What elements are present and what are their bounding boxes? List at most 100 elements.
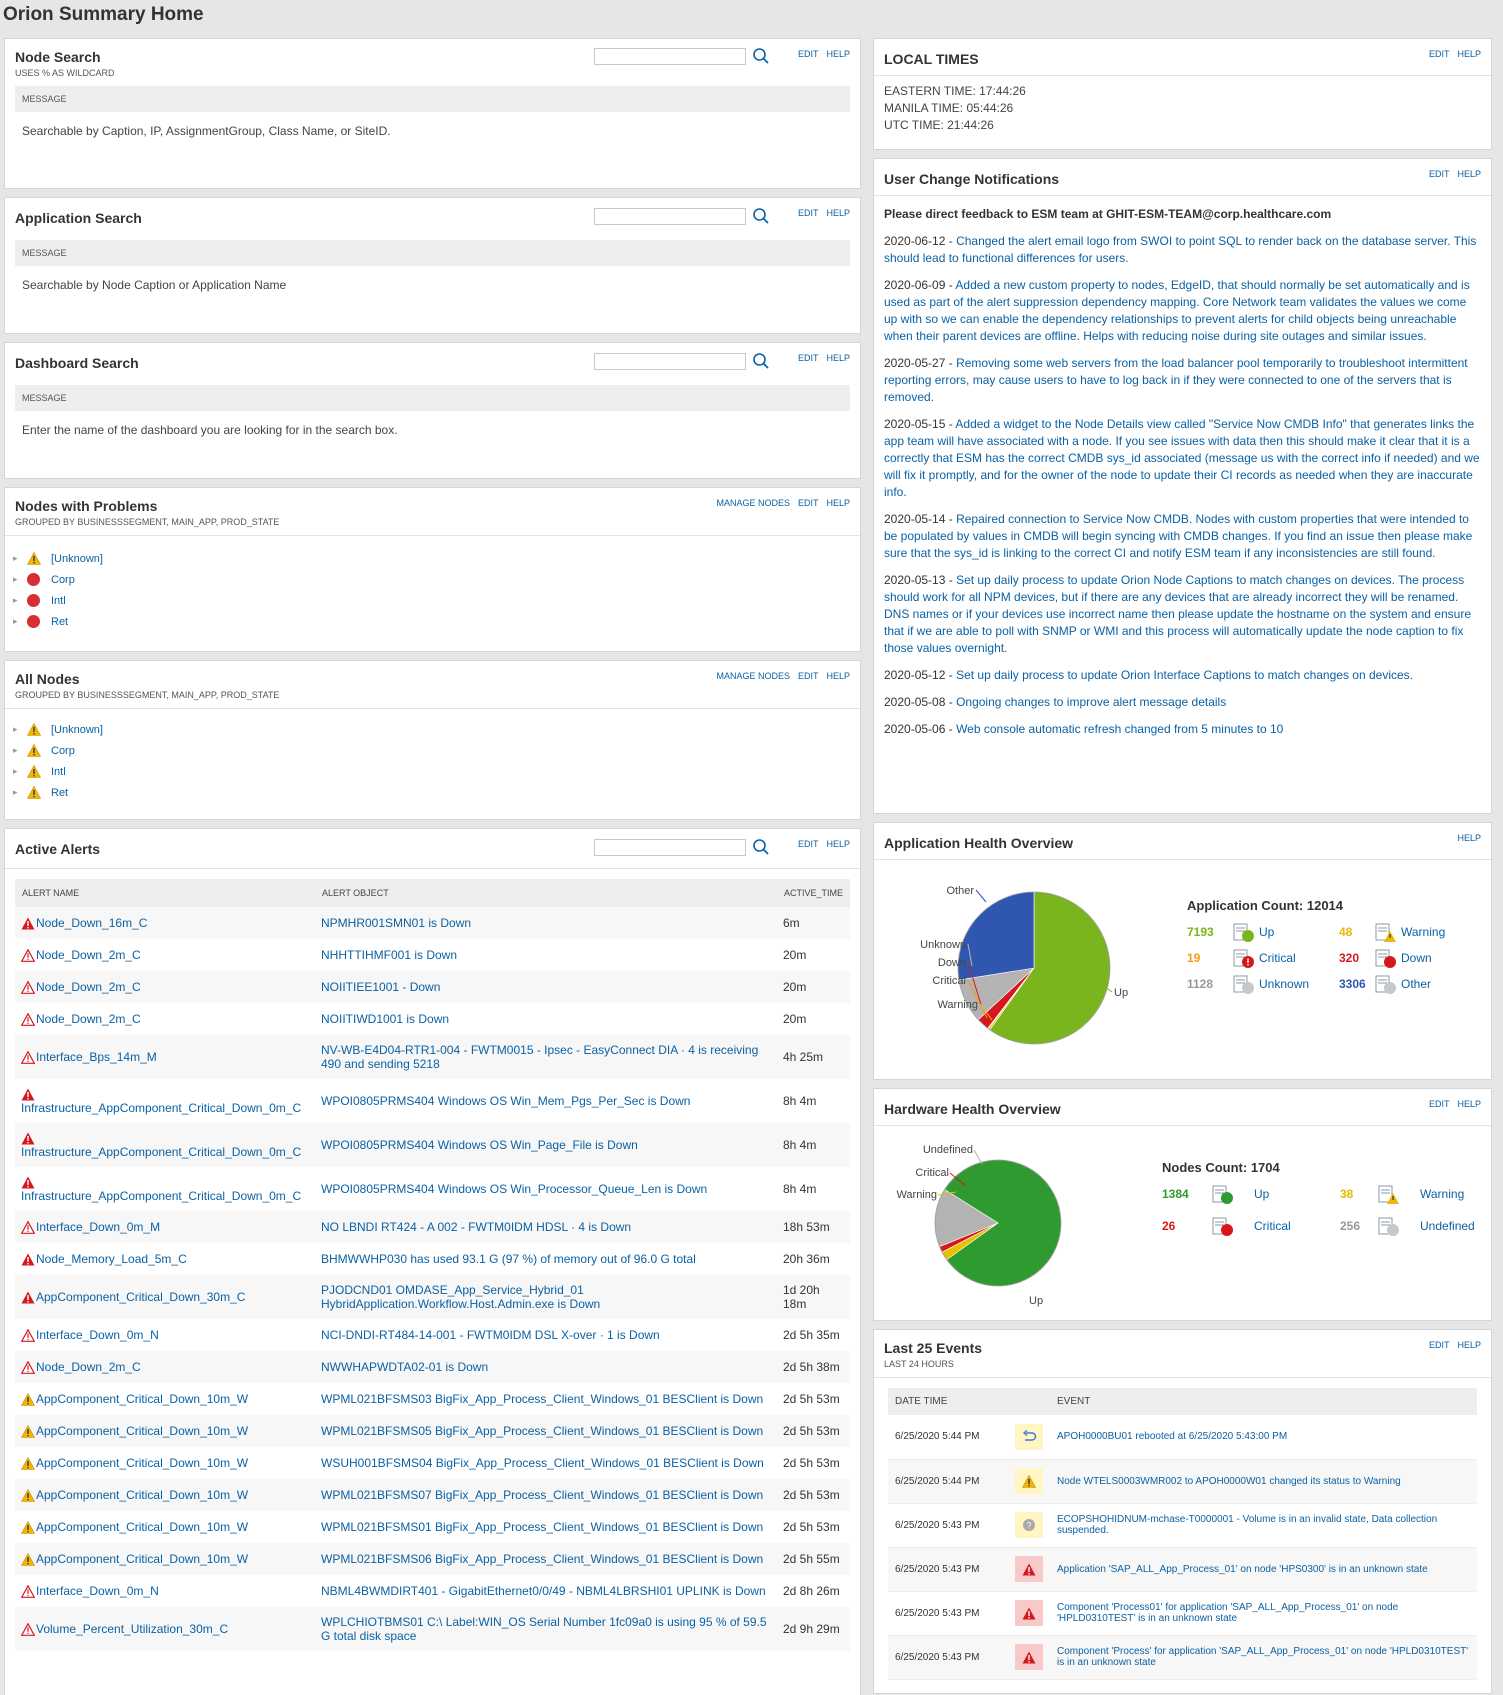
search-icon[interactable] — [752, 838, 770, 856]
hardware-health-pie-chart[interactable]: Up Undefined Critical Warning — [882, 1132, 1112, 1307]
alert-object-link[interactable]: WPML021BFSMS05 BigFix_App_Process_Client… — [321, 1424, 764, 1438]
tree-item-label[interactable]: Intl — [51, 594, 66, 607]
tree-item[interactable]: ▸ Intl — [13, 761, 852, 782]
edit-link[interactable]: EDIT — [797, 498, 819, 508]
dashboard-search-input[interactable] — [594, 352, 746, 370]
alert-object-link[interactable]: WPOI0805PRMS404 Windows OS Win_Processor… — [321, 1182, 708, 1196]
help-link[interactable]: HELP — [826, 49, 850, 59]
legend-label[interactable]: Unknown — [1259, 977, 1310, 991]
help-link[interactable]: HELP — [826, 208, 850, 218]
event-text[interactable]: Component 'Process01' for application 'S… — [1050, 1591, 1477, 1636]
event-text[interactable]: Node WTELS0003WMR002 to APOH0000W01 chan… — [1050, 1459, 1477, 1504]
event-row[interactable]: 6/25/2020 5:43 PM Application 'SAP_ALL_Ap… — [888, 1547, 1477, 1592]
edit-link[interactable]: EDIT — [797, 49, 819, 59]
alert-row[interactable]: Node_Down_2m_C NWWHAPWDTA02-01 is Down 2d … — [15, 1351, 850, 1383]
tree-item[interactable]: ▸ Ret — [13, 611, 852, 632]
alert-name-link[interactable]: Node_Down_2m_C — [36, 948, 141, 962]
alert-row[interactable]: Node_Down_16m_C NPMHR001SMN01 is Down 6m — [15, 907, 850, 939]
alert-name-link[interactable]: AppComponent_Critical_Down_10m_W — [36, 1520, 249, 1534]
legend-label[interactable]: Warning — [1401, 925, 1446, 939]
legend-label[interactable]: Up — [1259, 925, 1275, 939]
edit-link[interactable]: EDIT — [1428, 1099, 1450, 1109]
alert-object-link[interactable]: WPML021BFSMS01 BigFix_App_Process_Client… — [321, 1520, 764, 1534]
tree-item-label[interactable]: [Unknown] — [51, 552, 103, 565]
expand-arrow-icon[interactable]: ▸ — [13, 745, 18, 755]
alert-row[interactable]: Node_Down_2m_C NHHTTIHMF001 is Down 20m — [15, 939, 850, 971]
search-icon[interactable] — [752, 352, 770, 370]
edit-link[interactable]: EDIT — [1428, 169, 1450, 179]
manage-nodes-link[interactable]: MANAGE NODES — [716, 671, 790, 681]
alert-row[interactable]: AppComponent_Critical_Down_10m_W WPML021B… — [15, 1383, 850, 1415]
legend-label[interactable]: Critical — [1254, 1219, 1291, 1233]
alert-row[interactable]: Infrastructure_AppComponent_Critical_Dow… — [15, 1079, 850, 1123]
tree-item[interactable]: ▸ [Unknown] — [13, 719, 852, 740]
help-link[interactable]: HELP — [826, 839, 850, 849]
alert-object-link[interactable]: NOIITIEE1001 - Down — [321, 980, 441, 994]
manage-nodes-link[interactable]: MANAGE NODES — [716, 498, 790, 508]
alert-object-link[interactable]: WPML021BFSMS06 BigFix_App_Process_Client… — [321, 1552, 764, 1566]
event-text[interactable]: ECOPSHOHIDNUM-mchase-T0000001 - Volume i… — [1050, 1503, 1477, 1548]
alert-object-link[interactable]: WPLCHIOTBMS01 C:\ Label:WIN_OS Serial Nu… — [321, 1615, 767, 1643]
column-header[interactable]: EVENT — [1050, 1388, 1477, 1415]
column-header[interactable]: ALERT NAME — [15, 879, 315, 907]
alert-row[interactable]: Interface_Down_0m_N NCI-DNDI-RT484-14-001… — [15, 1319, 850, 1351]
alert-row[interactable]: AppComponent_Critical_Down_10m_W WPML021B… — [15, 1543, 850, 1575]
alert-row[interactable]: Node_Memory_Load_5m_C BHMWWHP030 has used… — [15, 1243, 850, 1275]
event-row[interactable]: 6/25/2020 5:44 PM APOH0000BU01 rebooted a… — [888, 1415, 1477, 1460]
legend-label[interactable]: Other — [1401, 977, 1432, 991]
alert-name-link[interactable]: AppComponent_Critical_Down_30m_C — [36, 1290, 246, 1304]
alert-object-link[interactable]: WPOI0805PRMS404 Windows OS Win_Mem_Pgs_P… — [321, 1094, 691, 1108]
alert-name-link[interactable]: Interface_Down_0m_N — [36, 1328, 159, 1342]
alert-row[interactable]: AppComponent_Critical_Down_30m_C PJODCND0… — [15, 1275, 850, 1319]
alert-object-link[interactable]: NCI-DNDI-RT484-14-001 - FWTM0IDM DSL X-o… — [321, 1328, 660, 1342]
edit-link[interactable]: EDIT — [797, 671, 819, 681]
search-icon[interactable] — [752, 47, 770, 65]
application-health-pie-chart[interactable]: Up Other Unknown Down Critical Warning — [882, 878, 1132, 1058]
help-link[interactable]: HELP — [1457, 1099, 1481, 1109]
alert-name-link[interactable]: Infrastructure_AppComponent_Critical_Dow… — [21, 1188, 302, 1203]
alert-search-input[interactable] — [594, 838, 746, 856]
alert-object-link[interactable]: NV-WB-E4D04-RTR1-004 - FWTM0015 - Ipsec … — [321, 1043, 759, 1071]
legend-label[interactable]: Warning — [1420, 1187, 1465, 1201]
help-link[interactable]: HELP — [1457, 169, 1481, 179]
alert-name-link[interactable]: AppComponent_Critical_Down_10m_W — [36, 1456, 249, 1470]
expand-arrow-icon[interactable]: ▸ — [13, 553, 18, 563]
tree-item-label[interactable]: Ret — [51, 786, 69, 799]
edit-link[interactable]: EDIT — [1428, 1340, 1450, 1350]
alert-row[interactable]: Interface_Bps_14m_M NV-WB-E4D04-RTR1-004 … — [15, 1035, 850, 1079]
edit-link[interactable]: EDIT — [797, 353, 819, 363]
expand-arrow-icon[interactable]: ▸ — [13, 766, 18, 776]
help-link[interactable]: HELP — [1457, 1340, 1481, 1350]
event-text[interactable]: Application 'SAP_ALL_App_Process_01' on … — [1050, 1547, 1477, 1592]
event-row[interactable]: 6/25/2020 5:43 PM Component 'Process01' f… — [888, 1591, 1477, 1636]
legend-label[interactable]: Down — [1401, 951, 1432, 965]
edit-link[interactable]: EDIT — [1428, 49, 1450, 59]
alert-name-link[interactable]: AppComponent_Critical_Down_10m_W — [36, 1392, 249, 1406]
event-row[interactable]: 6/25/2020 5:43 PM? ECOPSHOHIDNUM-mchase-T… — [888, 1503, 1477, 1548]
feedback-line[interactable]: Please direct feedback to ESM team at GH… — [884, 207, 1332, 221]
legend-label[interactable]: Up — [1254, 1187, 1270, 1201]
tree-item-label[interactable]: Ret — [51, 615, 69, 628]
event-row[interactable]: 6/25/2020 5:44 PM Node WTELS0003WMR002 to… — [888, 1459, 1477, 1504]
tree-item[interactable]: ▸ Corp — [13, 569, 852, 590]
event-text[interactable]: Component 'Process' for application 'SAP… — [1050, 1635, 1477, 1680]
legend-label[interactable]: Critical — [1259, 951, 1296, 965]
alert-object-link[interactable]: WSUH001BFSMS04 BigFix_App_Process_Client… — [321, 1456, 764, 1470]
alert-object-link[interactable]: WPML021BFSMS07 BigFix_App_Process_Client… — [321, 1488, 764, 1502]
alert-name-link[interactable]: Node_Down_16m_C — [36, 916, 148, 930]
alert-row[interactable]: Infrastructure_AppComponent_Critical_Dow… — [15, 1123, 850, 1167]
tree-item-label[interactable]: Corp — [51, 573, 75, 586]
alert-name-link[interactable]: Node_Down_2m_C — [36, 980, 141, 994]
node-search-input[interactable] — [594, 47, 746, 65]
help-link[interactable]: HELP — [1457, 49, 1481, 59]
alert-object-link[interactable]: WPOI0805PRMS404 Windows OS Win_Page_File… — [321, 1138, 638, 1152]
help-link[interactable]: HELP — [826, 498, 850, 508]
edit-link[interactable]: EDIT — [797, 839, 819, 849]
alert-row[interactable]: Volume_Percent_Utilization_30m_C WPLCHIOT… — [15, 1607, 850, 1651]
alert-name-link[interactable]: Node_Memory_Load_5m_C — [36, 1252, 187, 1266]
alert-row[interactable]: Interface_Down_0m_N NBML4BWMDIRT401 - Gig… — [15, 1575, 850, 1607]
alert-object-link[interactable]: NBML4BWMDIRT401 - GigabitEthernet0/0/49 … — [321, 1584, 766, 1598]
expand-arrow-icon[interactable]: ▸ — [13, 595, 18, 605]
alert-name-link[interactable]: AppComponent_Critical_Down_10m_W — [36, 1424, 249, 1438]
expand-arrow-icon[interactable]: ▸ — [13, 724, 18, 734]
